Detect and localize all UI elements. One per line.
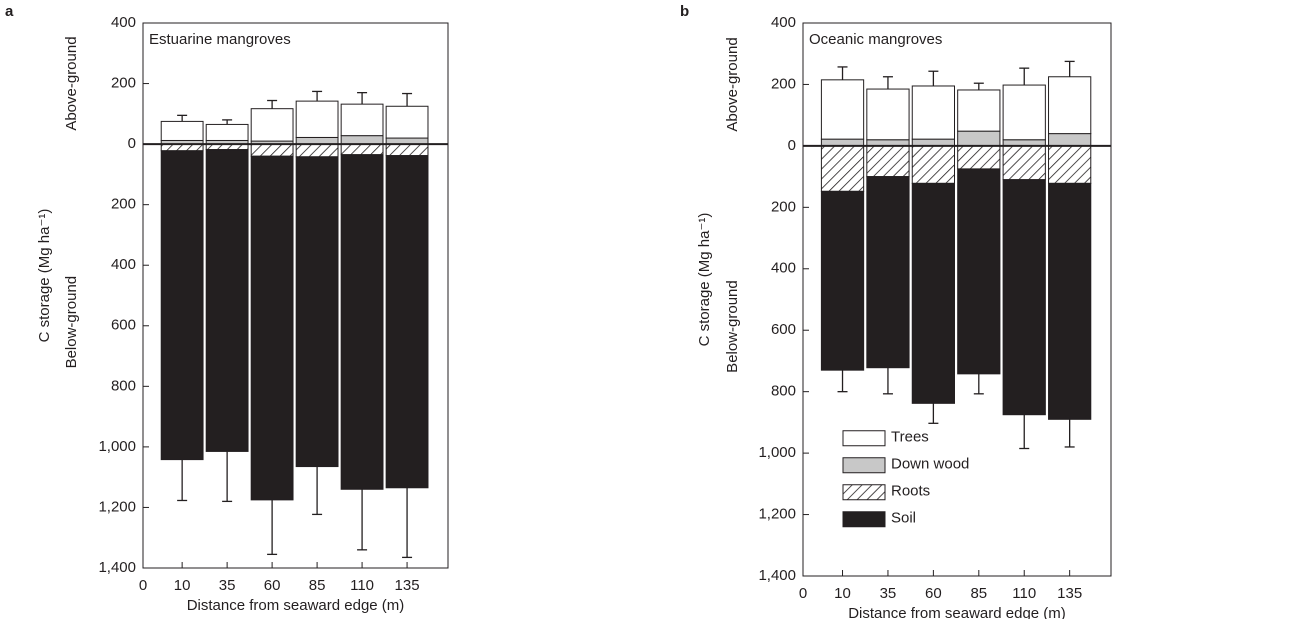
bar-segment [295, 156, 339, 468]
bar-segment [385, 155, 429, 489]
panel-label: a [5, 3, 14, 20]
plot-frame [142, 22, 449, 569]
y-axis-upper-label: Above-ground [63, 36, 80, 130]
bar-segment [1002, 145, 1046, 181]
bar-segment [820, 190, 865, 371]
x-tick-label: 35 [219, 577, 236, 594]
bar-segment [1048, 145, 1092, 184]
y-axis-lower-label: Below-ground [63, 276, 80, 369]
y-tick-label: 0 [788, 137, 796, 154]
bar-segment [911, 138, 956, 147]
y-tick-label: 400 [111, 14, 136, 31]
x-start-label: 0 [799, 585, 807, 602]
bar-segment [340, 103, 384, 137]
legend-label: Trees [891, 429, 929, 446]
bar-segment [820, 79, 865, 140]
y-tick-label: 600 [111, 317, 136, 334]
y-axis-label: C storage (Mg ha⁻¹) [696, 213, 713, 347]
y-axis-label: C storage (Mg ha⁻¹) [36, 209, 53, 343]
bar-segment [911, 145, 956, 184]
bar-segment [1048, 133, 1092, 147]
bar-segment [866, 145, 910, 178]
bar-segment [295, 143, 339, 158]
bar-segment [820, 138, 865, 147]
x-axis-label: Distance from seaward edge (m) [187, 597, 405, 614]
bar-segment [820, 145, 865, 192]
chart-title: Oceanic mangroves [809, 31, 942, 48]
bar-segment [1048, 182, 1092, 420]
y-tick-label: 800 [771, 383, 796, 400]
bar-segment [250, 108, 294, 142]
y-axis-upper-label: Above-ground [724, 37, 741, 131]
bar-segment [957, 89, 1001, 132]
y-tick-label: 800 [111, 377, 136, 394]
legend-swatch [842, 484, 886, 501]
bar-segment [911, 85, 956, 140]
bar-segment [295, 100, 339, 138]
bar-segment [1048, 76, 1092, 135]
y-tick-label: 1,400 [758, 567, 796, 584]
panel-label: b [680, 3, 689, 20]
x-tick-label: 135 [1057, 585, 1082, 602]
chart-title: Estuarine mangroves [149, 31, 291, 48]
bar-segment [866, 176, 910, 369]
y-tick-label: 200 [771, 75, 796, 92]
y-tick-label: 400 [771, 260, 796, 277]
plot-frame [802, 22, 1112, 577]
bar-segment [957, 168, 1001, 375]
x-start-label: 0 [139, 577, 147, 594]
bar-segment [160, 150, 204, 461]
x-tick-label: 60 [264, 577, 281, 594]
y-axis-lower-label: Below-ground [724, 280, 741, 373]
y-tick-label: 200 [111, 75, 136, 92]
x-tick-label: 85 [309, 577, 326, 594]
bar-segment [340, 143, 384, 156]
x-tick-label: 135 [395, 577, 420, 594]
bar-segment [385, 105, 429, 139]
y-tick-label: 1,200 [98, 498, 136, 515]
y-tick-label: 1,200 [758, 506, 796, 523]
x-tick-label: 60 [925, 585, 942, 602]
y-tick-label: 1,000 [98, 438, 136, 455]
y-tick-label: 1,400 [98, 559, 136, 576]
legend-swatch [842, 511, 886, 528]
bar-segment [340, 135, 384, 145]
legend-label: Soil [891, 510, 916, 527]
bar-segment [160, 120, 204, 141]
y-tick-label: 200 [771, 198, 796, 215]
bar-segment [340, 154, 384, 490]
bar-segment [385, 143, 429, 157]
bar-segment [957, 130, 1001, 147]
x-tick-label: 10 [174, 577, 191, 594]
y-tick-label: 0 [128, 135, 136, 152]
bar-segment [205, 149, 249, 452]
bar-segment [957, 145, 1001, 170]
x-tick-label: 110 [350, 577, 374, 594]
y-tick-label: 1,000 [758, 444, 796, 461]
y-tick-label: 400 [771, 14, 796, 31]
y-tick-label: 400 [111, 256, 136, 273]
bar-segment [205, 123, 249, 141]
bar-segment [250, 143, 294, 157]
legend-label: Down wood [891, 456, 969, 473]
x-axis-label: Distance from seaward edge (m) [848, 605, 1066, 619]
y-tick-label: 200 [111, 196, 136, 213]
bar-segment [250, 155, 294, 501]
legend-swatch [842, 430, 886, 447]
x-tick-label: 85 [970, 585, 987, 602]
x-tick-label: 10 [834, 585, 851, 602]
bar-segment [911, 182, 956, 404]
legend-swatch [842, 457, 886, 474]
bar-segment [1002, 84, 1046, 141]
x-tick-label: 35 [880, 585, 897, 602]
legend-label: Roots [891, 483, 930, 500]
x-tick-label: 110 [1012, 585, 1036, 602]
bar-segment [866, 88, 910, 141]
y-tick-label: 600 [771, 321, 796, 338]
bar-segment [1002, 179, 1046, 416]
